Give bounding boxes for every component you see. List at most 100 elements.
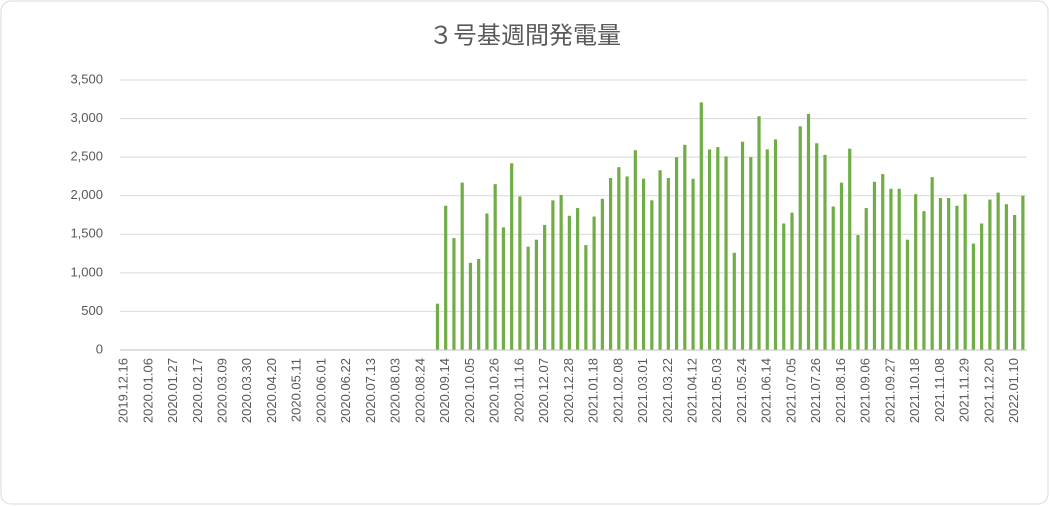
bar (716, 147, 720, 350)
bar (963, 194, 967, 350)
bar (856, 235, 860, 350)
bar (452, 238, 456, 350)
x-tick-label: 2021.09.27 (882, 358, 897, 423)
x-tick-label: 2021.08.16 (833, 358, 848, 423)
bar (609, 177, 613, 350)
x-tick-label: 2020.12.07 (536, 358, 551, 423)
x-tick-label: 2021.02.08 (610, 358, 625, 423)
bar (543, 225, 547, 350)
bar (930, 177, 934, 350)
bar (914, 194, 918, 350)
x-tick-label: 2020.01.06 (140, 358, 155, 423)
bar (955, 205, 959, 350)
bar (658, 170, 662, 350)
bar (683, 144, 687, 350)
bar (592, 216, 596, 350)
bar (617, 167, 621, 350)
bar (625, 176, 629, 350)
bar (641, 178, 646, 350)
bar (1013, 215, 1017, 350)
x-tick-label: 2021.09.06 (858, 358, 873, 423)
bar (839, 182, 844, 350)
bar (806, 113, 811, 350)
bar (600, 198, 604, 350)
bar (757, 116, 761, 350)
bar (650, 200, 654, 350)
x-tick-label: 2020.09.14 (437, 358, 452, 423)
bar (971, 243, 976, 350)
bar (749, 157, 753, 350)
bar (798, 126, 802, 351)
x-tick-label: 2020.08.24 (412, 358, 427, 423)
bar (732, 252, 736, 350)
x-tick-label: 2020.04.20 (264, 358, 279, 423)
bar (881, 174, 885, 350)
bar (1021, 195, 1025, 350)
bar (947, 198, 951, 350)
bar (477, 258, 481, 350)
x-tick-label: 2021.03.22 (660, 358, 675, 423)
x-tick-label: 2020.03.09 (215, 358, 230, 423)
x-tick-label: 2021.05.03 (709, 358, 724, 423)
x-tick-label: 2020.12.28 (561, 358, 576, 423)
bar (460, 182, 464, 350)
bar (872, 181, 877, 350)
x-tick-label: 2021.11.29 (957, 358, 972, 422)
bar (551, 200, 555, 350)
x-tick-label: 2020.03.30 (239, 358, 254, 423)
x-tick-label: 2020.10.26 (487, 358, 502, 423)
bar (765, 149, 769, 350)
bar (782, 223, 786, 350)
bar (905, 239, 910, 350)
x-tick-label: 2020.08.03 (388, 358, 403, 423)
y-tick-label: 3,000 (70, 110, 103, 125)
bar (848, 148, 852, 350)
bar (988, 199, 992, 350)
y-tick-label: 2,500 (70, 149, 103, 164)
bar (707, 149, 712, 350)
x-tick-label: 2020.10.05 (462, 358, 477, 423)
y-tick-label: 500 (81, 303, 103, 318)
bar (980, 223, 984, 350)
x-tick-label: 2021.07.26 (808, 358, 823, 423)
bar (633, 150, 637, 350)
x-tick-label: 2021.01.18 (586, 358, 601, 423)
bar (724, 156, 728, 350)
x-tick-label: 2021.04.12 (684, 358, 699, 423)
bar (485, 213, 489, 350)
bar (922, 211, 926, 350)
x-tick-label: 2020.01.27 (165, 358, 180, 423)
bar (584, 245, 588, 350)
bar (996, 192, 1000, 350)
bar (559, 194, 563, 350)
bar (823, 154, 827, 350)
bar (468, 262, 473, 350)
bar (790, 212, 794, 350)
y-tick-label: 2,000 (70, 187, 103, 202)
bar (501, 227, 506, 350)
x-tick-label: 2021.10.18 (907, 358, 922, 423)
bar (699, 102, 703, 350)
x-tick-label: 2022.01.10 (1006, 358, 1021, 423)
x-tick-label: 2020.06.01 (313, 358, 328, 423)
x-tick-label: 2021.03.01 (635, 358, 650, 423)
bar (815, 143, 819, 350)
bar (938, 198, 943, 350)
x-tick-label: 2019.12.16 (116, 358, 131, 423)
bar (773, 139, 778, 350)
bar (435, 303, 440, 350)
bar (691, 178, 695, 350)
bar (493, 184, 497, 350)
x-tick-label: 2021.07.05 (783, 358, 798, 423)
x-tick-label: 2020.06.22 (338, 358, 353, 423)
bar (444, 205, 448, 350)
bar (567, 215, 571, 350)
x-tick-label: 2021.11.08 (932, 358, 947, 422)
x-tick-label: 2020.07.13 (363, 358, 378, 423)
bar (534, 239, 538, 350)
x-tick-label: 2021.06.14 (759, 358, 774, 423)
bar (510, 163, 514, 350)
y-tick-label: 1,500 (70, 226, 103, 241)
